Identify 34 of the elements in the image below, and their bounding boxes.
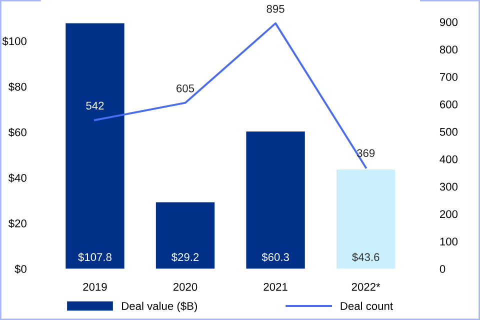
data-label: $107.8	[78, 252, 112, 262]
y2-tick-label: 0	[440, 265, 446, 273]
x-tick-label: 2022*	[352, 282, 380, 291]
y2-tick-label: 100	[440, 238, 458, 246]
data-label: $60.3	[262, 252, 289, 262]
bar	[156, 202, 215, 269]
y2-tick-label: 400	[440, 155, 458, 164]
legend-label: Deal count	[340, 302, 393, 310]
y-tick-label: $20	[8, 219, 26, 228]
y-tick-label: $100	[2, 36, 26, 46]
y2-tick-label: 600	[440, 100, 458, 108]
data-label: $29.2	[171, 252, 199, 262]
bar	[336, 169, 396, 269]
y2-tick-label: 500	[440, 128, 458, 136]
data-label: 895	[266, 4, 284, 13]
x-tick-label: 2020	[173, 282, 198, 291]
y-tick-label: $0	[14, 264, 26, 274]
y2-tick-label: 900	[440, 18, 458, 26]
data-label: $43.6	[352, 252, 380, 262]
x-tick-label: 2019	[83, 282, 107, 291]
y2-tick-label: 700	[440, 73, 458, 81]
data-label: 605	[176, 84, 194, 92]
data-label: 369	[356, 149, 375, 158]
bar	[66, 23, 124, 269]
y-tick-label: $40	[8, 173, 26, 182]
x-tick-label: 2021	[264, 282, 288, 291]
y2-tick-label: 200	[440, 210, 458, 218]
y2-tick-label: 800	[440, 46, 458, 54]
data-label: 542	[86, 102, 104, 110]
y2-tick-label: 300	[440, 182, 458, 191]
y-tick-label: $80	[8, 82, 26, 92]
legend-label: Deal value ($B)	[122, 302, 197, 312]
bar	[246, 131, 305, 269]
y-tick-label: $60	[8, 128, 26, 137]
